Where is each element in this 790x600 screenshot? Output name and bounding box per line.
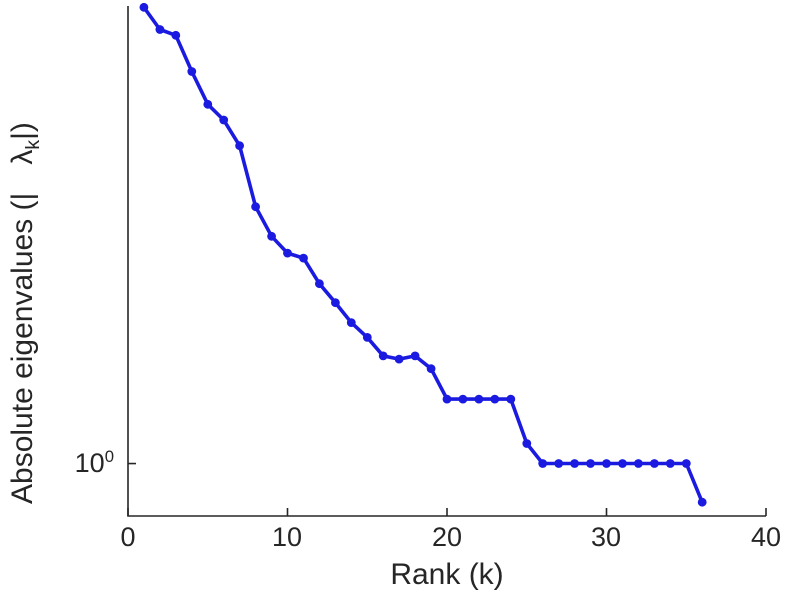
- data-point-marker: [426, 364, 436, 374]
- data-point-marker: [331, 298, 340, 308]
- data-point-marker: [251, 202, 260, 212]
- data-point-marker: [474, 394, 484, 404]
- data-point-marker: [362, 333, 372, 342]
- data-point-marker: [538, 459, 548, 468]
- x-tick-label-30: 30: [590, 522, 622, 552]
- data-point-marker: [155, 25, 165, 34]
- data-point-marker: [299, 253, 308, 263]
- data-point-marker: [458, 394, 468, 404]
- data-point-marker: [394, 354, 404, 364]
- data-point-marker: [665, 459, 675, 468]
- data-point-marker: [410, 351, 420, 361]
- data-point-marker: [634, 459, 643, 468]
- y-tick-base: 10: [74, 448, 105, 478]
- data-point-marker: [697, 497, 707, 507]
- data-point-marker: [602, 459, 611, 468]
- data-point-marker: [554, 459, 564, 468]
- data-point-marker: [139, 2, 149, 12]
- x-axis-label: Rank (k): [390, 558, 504, 591]
- data-point-marker: [586, 459, 595, 468]
- data-point-marker: [570, 459, 579, 468]
- data-point-marker: [378, 351, 388, 361]
- data-point-marker: [650, 459, 659, 468]
- data-point-marker: [267, 231, 276, 241]
- data-point-marker: [506, 394, 516, 404]
- data-point-marker: [522, 439, 532, 448]
- axis-lines: [127, 6, 766, 517]
- data-point-marker: [315, 279, 324, 289]
- lambda-symbol: λ: [6, 149, 39, 165]
- data-point-marker: [490, 394, 500, 404]
- x-tick-label-40: 40: [750, 522, 782, 552]
- y-tick-label-1: 100: [50, 448, 114, 479]
- data-point-marker: [346, 318, 356, 327]
- y-axis-label: Absolute eigenvalues (| λk|): [6, 122, 44, 504]
- x-tick-label-0: 0: [120, 522, 136, 552]
- data-point-marker: [681, 459, 691, 468]
- data-point-marker: [203, 99, 213, 109]
- data-point-marker: [171, 30, 181, 40]
- data-point-marker: [442, 394, 452, 404]
- data-series-line: [142, 5, 705, 505]
- data-point-marker: [219, 115, 229, 125]
- y-axis-label-suffix: |): [6, 122, 39, 140]
- x-tick-label-10: 10: [271, 522, 303, 552]
- data-point-marker: [235, 141, 245, 151]
- data-point-marker: [187, 67, 197, 76]
- data-point-marker: [618, 459, 627, 468]
- data-point-marker: [283, 248, 292, 258]
- lambda-subscript: k: [22, 139, 44, 150]
- x-tick-label-20: 20: [431, 522, 463, 552]
- y-axis-label-prefix: Absolute eigenvalues (|: [6, 192, 39, 504]
- y-tick-exponent: 0: [104, 447, 114, 466]
